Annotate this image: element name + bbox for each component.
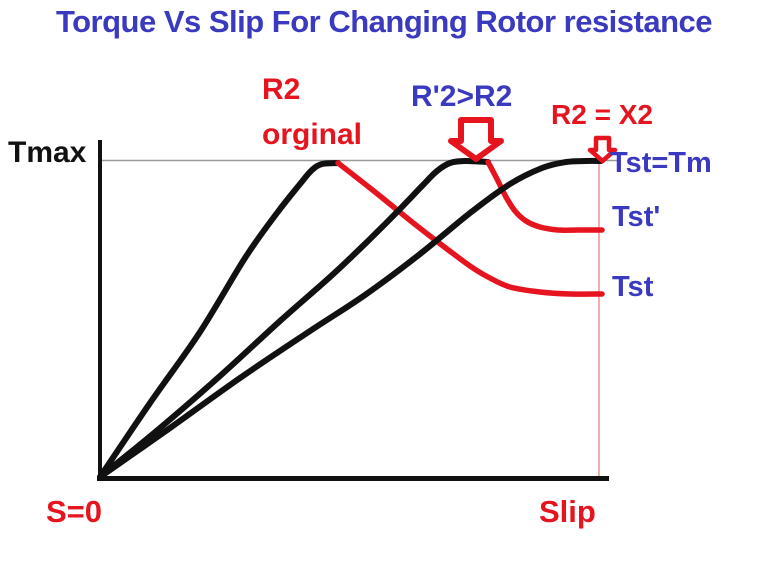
slip-zero-label: S=0 [46,494,103,529]
slip-axis-label: Slip [539,494,596,529]
r2-original-label-line2: orginal [262,118,363,151]
curve-R2-prime-rising [97,157,491,480]
down-arrow-icon-large [448,117,504,162]
torque-curves [97,157,605,480]
chart-title: Torque Vs Slip For Changing Rotor resist… [55,4,713,39]
tmax-axis-label: Tmax [8,136,87,169]
r2-original-label-line1: R2 [262,73,301,106]
curve-R2-original-rising [97,160,341,480]
curve-R2-prime-after-peak [485,159,605,233]
r2-equals-x2-label: R2 = X2 [551,99,653,130]
down-arrow-icon-small [587,135,618,164]
curve-R2-equals-X2 [97,157,604,480]
r2-prime-greater-label: R'2>R2 [411,80,513,113]
curve-R2-original-after-peak [335,160,605,297]
tst-equals-tm-label: Tst=Tm [610,147,712,179]
tst-prime-label: Tst' [612,201,661,233]
tst-label: Tst [612,271,654,303]
